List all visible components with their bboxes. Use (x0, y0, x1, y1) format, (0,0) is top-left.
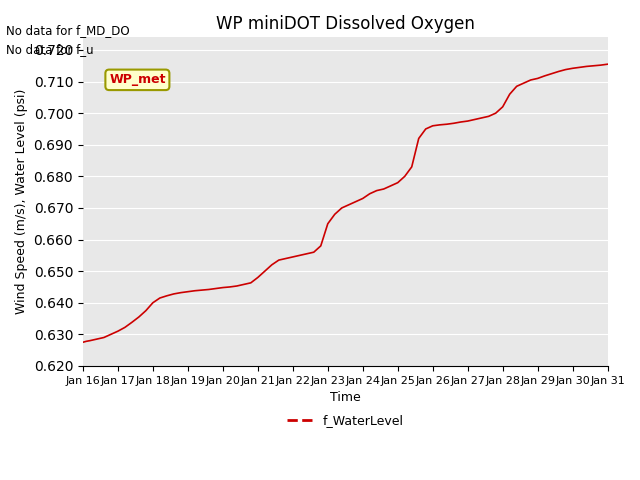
Text: WP_met: WP_met (109, 73, 166, 86)
Legend: f_WaterLevel: f_WaterLevel (282, 409, 408, 432)
Title: WP miniDOT Dissolved Oxygen: WP miniDOT Dissolved Oxygen (216, 15, 475, 33)
X-axis label: Time: Time (330, 391, 360, 404)
Text: No data for f_u: No data for f_u (6, 43, 94, 56)
Text: No data for f_MD_DO: No data for f_MD_DO (6, 24, 130, 37)
Y-axis label: Wind Speed (m/s), Water Level (psi): Wind Speed (m/s), Water Level (psi) (15, 89, 28, 314)
